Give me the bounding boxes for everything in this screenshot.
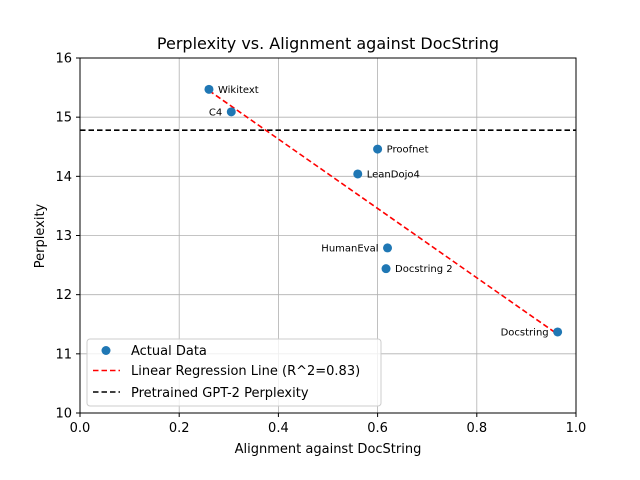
x-tick-label: 0.2 [169, 421, 190, 436]
data-point [204, 84, 214, 94]
data-point [373, 144, 383, 154]
legend: Actual Data Linear Regression Line (R^2=… [86, 338, 382, 407]
y-tick-label: 14 [55, 170, 72, 185]
x-tick-label: 1.0 [566, 421, 587, 436]
y-tick-label: 16 [55, 52, 72, 67]
data-point [383, 243, 393, 253]
data-point-label: Wikitext [218, 85, 259, 96]
y-tick-label: 11 [55, 347, 72, 362]
regression-layer [208, 89, 559, 335]
legend-label-baseline: Pretrained GPT-2 Perplexity [131, 386, 309, 401]
data-point-label: LeanDojo4 [367, 169, 420, 180]
points-layer [204, 84, 563, 337]
data-point [381, 264, 391, 274]
data-point-label: Docstring 2 [395, 264, 453, 275]
x-tick-label: 0.6 [367, 421, 388, 436]
y-tick-label: 13 [55, 229, 72, 244]
data-point-label: C4 [209, 107, 222, 118]
data-point-label: Docstring [501, 327, 549, 338]
regression-line [208, 89, 559, 335]
y-tick-label: 12 [55, 288, 72, 303]
x-tick-label: 0.8 [466, 421, 487, 436]
legend-box [86, 338, 382, 407]
chart-title: Perplexity vs. Alignment against DocStri… [157, 34, 499, 53]
data-point [553, 327, 563, 337]
x-axis-label: Alignment against DocString [235, 442, 422, 457]
point-labels-layer: Wikitext C4 Proofnet LeanDojo4 HumanEval Docs… [209, 85, 549, 339]
data-point-label: Proofnet [387, 145, 429, 156]
y-tick-label: 10 [55, 407, 72, 422]
y-tick-label: 15 [55, 111, 72, 126]
data-point-label: HumanEval [321, 243, 378, 254]
legend-label-regression: Linear Regression Line (R^2=0.83) [131, 364, 360, 379]
y-axis-label: Perplexity [33, 203, 48, 268]
legend-label-actual-data: Actual Data [131, 344, 207, 359]
ticks-layer: 0.0 0.2 0.4 0.6 0.8 1.0 10 11 12 13 14 15 16 [55, 52, 586, 437]
legend-marker-actual-data [101, 346, 111, 355]
data-point [353, 169, 363, 179]
x-tick-label: 0.0 [70, 421, 91, 436]
data-point [226, 107, 236, 117]
x-tick-label: 0.4 [268, 421, 289, 436]
